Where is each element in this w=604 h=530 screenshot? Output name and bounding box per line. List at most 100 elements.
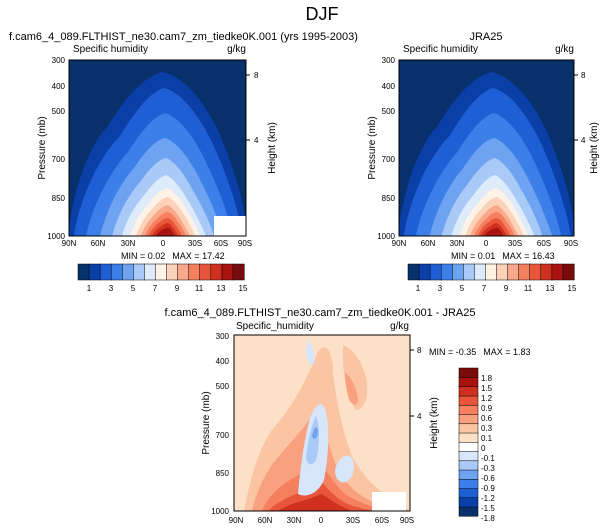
xtick-30s: 30S [508, 239, 522, 248]
ytick-850: 850 [382, 194, 396, 203]
colorbar-box [177, 263, 190, 281]
cbar-label-0.9: 0.9 [481, 404, 493, 413]
colorbar-box [458, 423, 479, 434]
xtick-60s: 60S [214, 239, 228, 248]
colorbar-box [210, 263, 223, 281]
diff-contour-pos-06b [345, 372, 358, 405]
panel-obs-field [399, 60, 574, 236]
cbar-label-7: 7 [482, 284, 487, 293]
colorbar-box [199, 263, 212, 281]
panel-model-min-max: MIN = 0.02 MAX = 17.42 [121, 251, 225, 261]
field-contour-13 [156, 228, 175, 236]
xtick-60n: 60N [421, 239, 436, 248]
ytick-300: 300 [52, 56, 66, 65]
cbar-label-15: 15 [239, 284, 248, 293]
colorbar-box [440, 263, 453, 281]
panel-obs-right-ticks [574, 74, 578, 141]
panel-diff-right-ticks [410, 349, 414, 417]
panel-obs-ylabel: Pressure (mb) [367, 116, 378, 179]
panel-obs-plot-frame [398, 59, 575, 237]
colorbar-box [529, 263, 542, 281]
xtick-30n: 30N [287, 516, 302, 525]
xtick-60n: 60N [91, 239, 106, 248]
panel-diff-ylabel: Pressure (mb) [201, 391, 212, 454]
cbar-label-0.6: 0.6 [481, 414, 493, 423]
diff-contour-neg-01b [335, 455, 354, 483]
colorbar-box [133, 263, 145, 281]
cbar-label-15: 15 [568, 284, 577, 293]
colorbar-box [518, 263, 531, 281]
cbar-label-neg-0.3: -0.3 [481, 464, 495, 473]
colorbar-box [458, 469, 479, 480]
colorbar-box [88, 263, 101, 281]
cbar-label-1.2: 1.2 [481, 394, 493, 403]
panel-obs-colorbar [407, 263, 575, 281]
xtick-60n: 60N [258, 516, 273, 525]
panel-model-title: f.cam6_4_089.FLTHIST_ne30.cam7_zm_tiedke… [9, 31, 358, 43]
panel-model-field [69, 60, 246, 236]
panel-obs-colorbar-labels: 1 3 5 7 9 11 13 15 [416, 284, 577, 293]
diff-missing-data [372, 492, 406, 511]
cbar-label-1.5: 1.5 [481, 384, 493, 393]
panel-obs-min-max: MIN = 0.01 MAX = 16.43 [451, 251, 555, 261]
field-missing-data [214, 216, 246, 236]
colorbar-box [458, 460, 479, 471]
panel-obs-y-ticks: 300 400 500 700 850 1000 [377, 56, 395, 241]
panel-obs-title: JRA25 [469, 31, 502, 43]
colorbar-box [458, 506, 479, 517]
panel-model: f.cam6_4_089.FLTHIST_ne30.cam7_zm_tiedke… [9, 31, 358, 293]
cbar-label-neg-1.2: -1.2 [481, 494, 495, 503]
ytick-1000: 1000 [211, 507, 229, 516]
cbar-label-9: 9 [175, 284, 180, 293]
cbar-label-11: 11 [524, 284, 533, 293]
xtick-0: 0 [319, 516, 324, 525]
colorbar-box [188, 263, 201, 281]
ytick-500: 500 [52, 107, 66, 116]
cbar-label-13: 13 [546, 284, 555, 293]
diff-contour-neg-06 [312, 427, 318, 439]
cbar-label-3: 3 [109, 284, 114, 293]
colorbar-box [458, 432, 479, 443]
panel-diff-title: f.cam6_4_089.FLTHIST_ne30.cam7_zm_tiedke… [164, 307, 475, 319]
ytick-850: 850 [52, 194, 66, 203]
panel-diff-variable: Specific_humidity [236, 321, 314, 332]
colorbar-box [458, 367, 479, 378]
cbar-label-1.8: 1.8 [481, 374, 493, 383]
field-contour-13 [485, 228, 504, 236]
colorbar-box [458, 488, 479, 499]
colorbar-box [458, 386, 479, 397]
panel-diff-min-max: MIN = -0.35 MAX = 1.83 [429, 347, 531, 357]
cbar-label-1: 1 [416, 284, 421, 293]
panel-model-colorbar [77, 263, 245, 281]
panel-diff: f.cam6_4_089.FLTHIST_ne30.cam7_zm_tiedke… [164, 307, 530, 525]
ytick-400: 400 [216, 357, 230, 366]
diff-contour-pos-15 [278, 494, 352, 511]
colorbar-box [99, 263, 112, 281]
colorbar-box [458, 404, 479, 415]
cbar-label-7: 7 [153, 284, 158, 293]
colorbar-box [496, 263, 509, 281]
colorbar-box [429, 263, 442, 281]
xtick-90n: 90N [62, 239, 77, 248]
panel-obs-contours [399, 60, 574, 236]
colorbar-box [551, 263, 564, 281]
ytick-700: 700 [382, 155, 396, 164]
panel-diff-ylabel-right: Height (km) [429, 397, 440, 449]
figure-title: DJF [306, 4, 339, 24]
right-tick-label-8: 8 [581, 71, 586, 80]
colorbar-box [407, 263, 420, 281]
panel-diff-colorbar [458, 367, 479, 517]
colorbar-box [418, 263, 431, 281]
panel-diff-plot-frame [233, 334, 411, 512]
cbar-label-0.3: 0.3 [481, 424, 493, 433]
right-tick-label-4: 4 [581, 136, 586, 145]
panel-model-units: g/kg [227, 44, 246, 55]
xtick-90s: 90S [238, 239, 252, 248]
cbar-label-0: 0 [481, 444, 486, 453]
panel-obs-units: g/kg [555, 44, 574, 55]
ytick-700: 700 [216, 431, 230, 440]
panel-obs-ylabel-right: Height (km) [589, 122, 600, 174]
xtick-90s: 90S [400, 516, 414, 525]
panel-obs-x-ticks: 90N 60N 30N 0 30S 60S 90S [392, 239, 578, 248]
